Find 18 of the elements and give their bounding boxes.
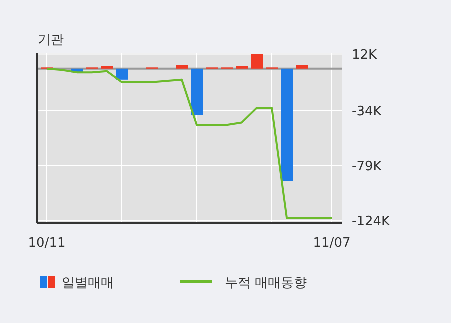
bar [251, 54, 263, 69]
bar [236, 66, 248, 69]
bar [191, 68, 203, 116]
legend-label: 누적 매매동향 [225, 276, 308, 291]
bar [281, 68, 293, 182]
y-tick-label: -34K [352, 104, 382, 120]
y-tick-label: 12K [352, 48, 378, 64]
legend-label: 일별매매 [62, 276, 114, 291]
bar [116, 68, 128, 80]
x-tick-label: 11/07 [313, 236, 351, 251]
bar [101, 66, 113, 69]
chart-title: 기관 [38, 33, 64, 48]
bar [296, 65, 308, 69]
y-tick-label: -124K [352, 214, 391, 230]
x-tick-label: 10/11 [28, 236, 66, 251]
bar [176, 65, 188, 69]
y-tick-label: -79K [352, 160, 382, 175]
line-series [46, 68, 333, 220]
